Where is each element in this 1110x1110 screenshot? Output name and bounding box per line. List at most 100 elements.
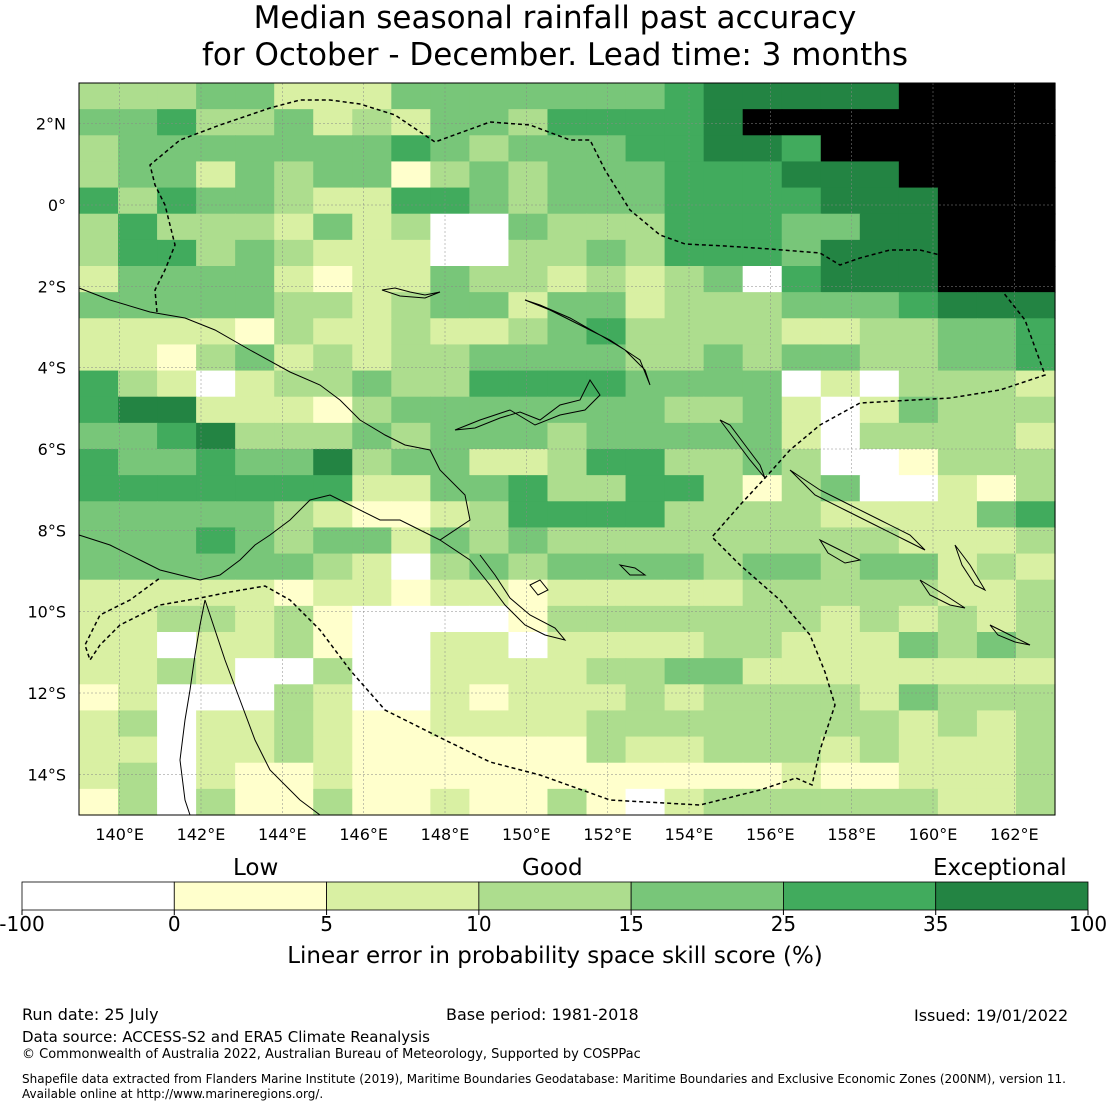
coast-cape-york	[179, 599, 206, 816]
skill-cell	[1015, 292, 1056, 319]
skill-cell	[469, 266, 510, 293]
skill-cell	[859, 632, 900, 659]
skill-cell	[508, 736, 549, 764]
skill-cell	[781, 710, 822, 738]
skill-cell	[118, 605, 158, 633]
lat-tick-label: 6°S	[38, 440, 66, 459]
skill-cell	[586, 396, 627, 424]
skill-cell	[313, 527, 353, 555]
skill-cell	[157, 422, 197, 450]
skill-cell	[430, 762, 470, 790]
skill-cell	[703, 396, 744, 424]
skill-cell	[391, 370, 431, 398]
skill-cell	[586, 135, 627, 163]
skill-cell	[118, 422, 158, 450]
skill-cell	[781, 553, 822, 581]
skill-cell	[352, 396, 392, 424]
skill-cell	[625, 527, 666, 555]
skill-cell	[937, 187, 978, 215]
latitude-labels: 2°N 0° 2°S 4°S 6°S 8°S 10°S 12°S 14°S	[27, 115, 66, 785]
colorbar-tick-label: 25	[770, 912, 797, 936]
skill-cell	[274, 344, 314, 372]
skill-cell	[664, 292, 705, 319]
skill-cell	[508, 553, 549, 581]
lon-tick-label: 142°E	[177, 825, 226, 844]
skill-cell	[469, 632, 510, 659]
skill-cell	[664, 579, 705, 607]
skill-cell	[430, 501, 470, 529]
skill-cell	[976, 710, 1017, 738]
skill-cell	[430, 292, 470, 319]
coast-cape-york-east	[204, 599, 321, 816]
skill-cell	[391, 658, 431, 685]
skill-cell	[196, 187, 236, 215]
skill-cell	[508, 239, 549, 267]
map-frame	[78, 82, 1056, 816]
skill-cell	[586, 449, 627, 476]
skill-cell	[118, 788, 158, 816]
skill-cell	[469, 684, 510, 712]
skill-cell	[586, 109, 627, 136]
skill-cell	[742, 187, 783, 215]
skill-cell	[664, 449, 705, 476]
skill-cell	[820, 605, 861, 633]
lat-tick-label: 0°	[48, 196, 66, 215]
skill-cell	[430, 239, 470, 267]
colorbar-tick-label: 15	[618, 912, 644, 936]
skill-cell	[1015, 213, 1056, 241]
skill-cell	[547, 344, 588, 372]
skill-cell	[274, 736, 314, 764]
map-gridlines	[79, 83, 1055, 815]
skill-cell	[79, 788, 119, 816]
skill-cell	[352, 318, 392, 346]
skill-cell	[703, 213, 744, 241]
skill-cell	[196, 736, 236, 764]
skill-cell	[313, 605, 353, 633]
skill-cell	[274, 135, 314, 163]
skill-cell	[118, 109, 158, 136]
skill-cell	[196, 292, 236, 319]
skill-cell	[1015, 422, 1056, 450]
skill-cell	[391, 605, 431, 633]
skill-cell	[469, 475, 510, 502]
skill-cell	[79, 553, 119, 581]
skill-cell	[391, 83, 431, 110]
skill-cell	[313, 161, 353, 189]
skill-cell	[352, 736, 392, 764]
skill-cell	[391, 501, 431, 529]
skill-cell	[781, 318, 822, 346]
skill-cell	[157, 396, 197, 424]
colorbar-segment	[478, 881, 632, 911]
skill-cell	[157, 527, 197, 555]
skill-cell	[1015, 135, 1056, 163]
skill-cell	[313, 292, 353, 319]
skill-cell	[859, 501, 900, 529]
skill-cell	[235, 161, 275, 189]
skill-cell	[352, 658, 392, 685]
skill-cell	[742, 135, 783, 163]
skill-cell	[469, 344, 510, 372]
skill-cell	[118, 736, 158, 764]
skill-cell	[586, 83, 627, 110]
skill-cell	[235, 710, 275, 738]
skill-cell	[859, 266, 900, 293]
skill-cell	[859, 658, 900, 685]
skill-cell	[508, 161, 549, 189]
skill-cell	[352, 161, 392, 189]
skill-cell	[859, 736, 900, 764]
skill-cell	[820, 632, 861, 659]
skill-cell	[157, 605, 197, 633]
skill-cell	[625, 109, 666, 136]
skill-cell	[79, 422, 119, 450]
skill-cell	[391, 318, 431, 346]
skill-cell	[430, 396, 470, 424]
skill-cell	[469, 83, 510, 110]
skill-cell	[157, 658, 197, 685]
issued-date: Issued: 19/01/2022	[914, 1006, 1069, 1025]
coast-manus	[381, 287, 441, 299]
skill-cell	[664, 632, 705, 659]
skill-cell	[352, 135, 392, 163]
skill-cell	[313, 344, 353, 372]
skill-cell	[781, 187, 822, 215]
skill-cell	[352, 239, 392, 267]
